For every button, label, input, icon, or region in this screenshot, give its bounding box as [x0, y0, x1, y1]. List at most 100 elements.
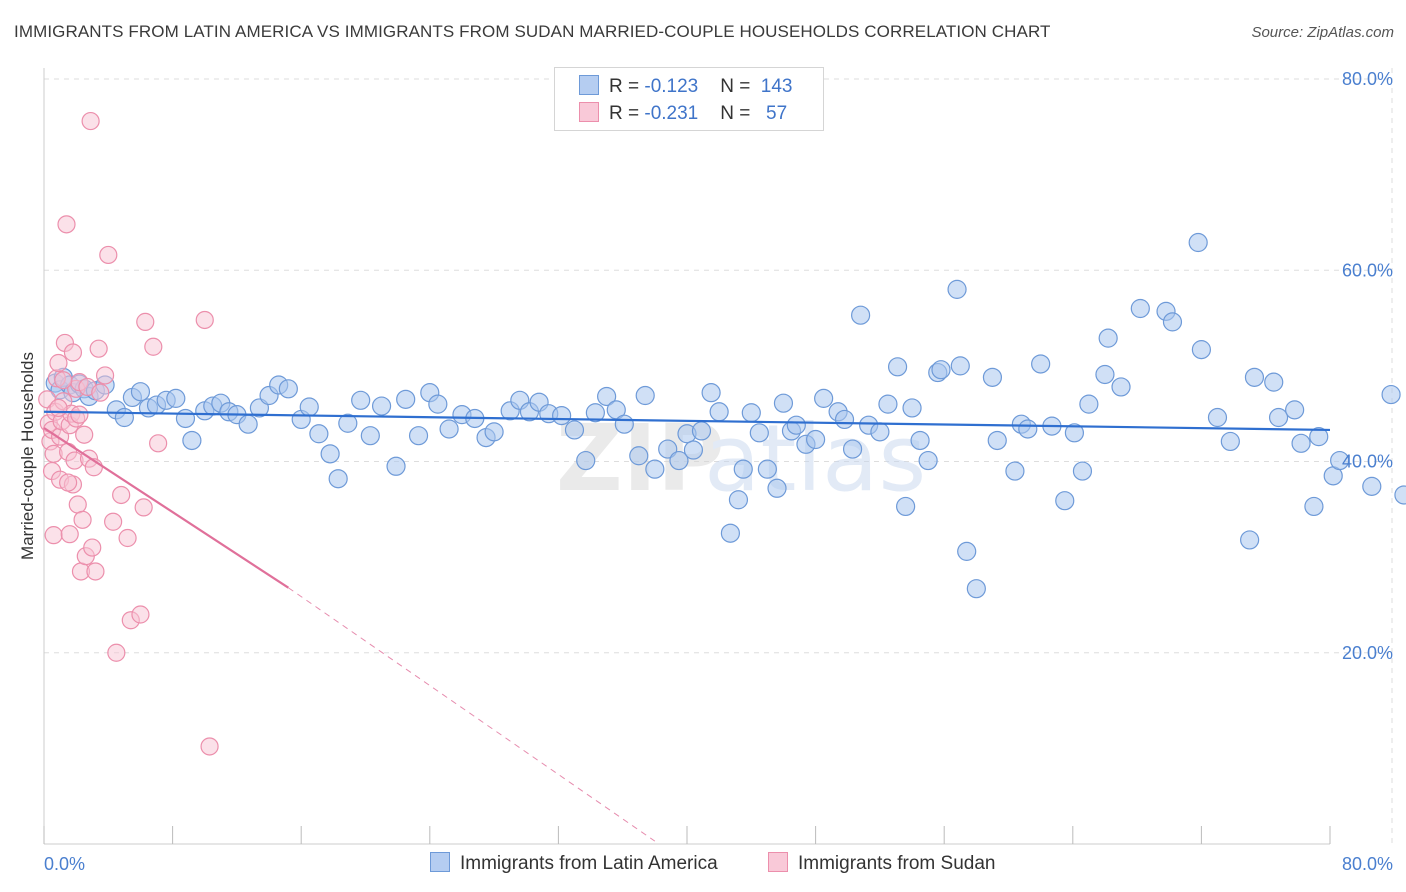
legend-swatch-latin [579, 75, 599, 95]
legend-row-sudan: R = -0.231 N = 57 [579, 102, 798, 126]
point-latin-america [947, 279, 967, 299]
point-latin-america [966, 579, 986, 599]
point-latin-america [238, 414, 258, 434]
point-sudan [89, 339, 108, 358]
point-sudan [149, 434, 168, 453]
x-tick-label: 80.0% [1342, 854, 1393, 874]
point-latin-america [691, 421, 712, 441]
x-tick-label: 0.0% [44, 854, 85, 874]
point-latin-america [741, 403, 761, 423]
point-latin-america [320, 444, 340, 464]
point-latin-america [814, 388, 834, 408]
point-latin-america [552, 406, 572, 426]
point-sudan [75, 425, 94, 444]
point-latin-america [1207, 407, 1228, 428]
point-latin-america [1264, 372, 1284, 392]
point-latin-america [1064, 423, 1085, 443]
point-latin-america [1304, 496, 1324, 517]
point-latin-america [360, 426, 380, 446]
legend-r-label: R = [609, 103, 645, 124]
point-sudan [83, 538, 102, 557]
legend-r-value: -0.123 [644, 76, 699, 97]
point-latin-america [175, 408, 196, 429]
point-latin-america [351, 390, 371, 410]
stats-legend: R = -0.123 N = 143 R = -0.231 N = 57 [554, 67, 824, 131]
point-latin-america [299, 397, 319, 417]
point-sudan [63, 343, 83, 362]
point-latin-america [130, 382, 151, 402]
point-latin-america [1055, 491, 1075, 511]
legend-label-sudan: Immigrants from Sudan [798, 853, 996, 874]
point-sudan [134, 498, 153, 517]
point-sudan [104, 512, 123, 531]
point-sudan [118, 528, 137, 548]
legend-swatch-sudan [768, 852, 788, 872]
point-sudan [144, 337, 163, 356]
series-legend: Immigrants from Latin America Immigrants… [0, 852, 1406, 880]
point-latin-america [428, 394, 448, 414]
point-sudan [54, 371, 73, 390]
point-sudan [107, 643, 126, 662]
point-sudan [95, 366, 115, 385]
point-latin-america [629, 446, 649, 466]
point-sudan [49, 398, 68, 418]
legend-item-latin: Immigrants from Latin America [430, 852, 718, 875]
point-sudan [200, 737, 219, 756]
point-latin-america [902, 398, 922, 418]
point-latin-america [396, 389, 416, 409]
point-latin-america [1394, 485, 1406, 505]
point-sudan [86, 562, 105, 581]
point-latin-america [931, 360, 951, 380]
point-latin-america [683, 440, 704, 460]
point-sudan [112, 485, 131, 505]
point-latin-america [720, 523, 741, 543]
point-latin-america [910, 430, 930, 451]
point-latin-america [887, 357, 908, 377]
point-sudan [60, 525, 79, 544]
point-latin-america [1018, 419, 1038, 439]
point-latin-america [896, 496, 916, 517]
point-latin-america [773, 393, 794, 413]
point-latin-america [1072, 461, 1093, 481]
point-latin-america [982, 367, 1003, 387]
point-latin-america [1330, 450, 1350, 471]
point-latin-america [957, 541, 977, 561]
point-latin-america [166, 388, 186, 408]
point-latin-america [597, 386, 617, 407]
point-latin-america [408, 426, 429, 446]
point-sudan [73, 510, 92, 529]
point-latin-america [1244, 367, 1265, 387]
point-latin-america [1285, 400, 1305, 420]
point-latin-america [1220, 431, 1240, 452]
point-latin-america [635, 385, 655, 406]
point-latin-america [767, 478, 787, 498]
point-latin-america [1362, 476, 1382, 496]
legend-item-sudan: Immigrants from Sudan [768, 852, 995, 875]
point-sudan [44, 526, 63, 545]
legend-swatch-latin [430, 852, 450, 872]
legend-label-latin: Immigrants from Latin America [460, 853, 718, 874]
point-sudan [81, 111, 100, 131]
point-latin-america [733, 459, 753, 479]
point-latin-america [987, 430, 1007, 451]
point-sudan [136, 312, 155, 331]
point-latin-america [328, 469, 348, 489]
point-sudan [57, 215, 76, 234]
y-tick-label: 60.0% [1342, 260, 1393, 280]
chart-title: IMMIGRANTS FROM LATIN AMERICA VS IMMIGRA… [14, 22, 1051, 41]
point-latin-america [278, 379, 298, 399]
point-latin-america [386, 456, 406, 476]
series-sudan [38, 111, 219, 756]
point-latin-america [709, 402, 729, 422]
point-latin-america [878, 394, 898, 414]
point-latin-america [576, 450, 596, 471]
point-latin-america [786, 415, 806, 435]
legend-n-value: 143 [760, 76, 793, 97]
tick-labels: 20.0% 40.0% 60.0% 80.0% 0.0% 80.0% Married-cou… [18, 69, 1393, 874]
legend-r-value: -0.231 [644, 103, 699, 124]
point-latin-america [585, 403, 605, 423]
point-latin-america [309, 424, 329, 444]
point-latin-america [842, 439, 863, 459]
y-axis-label: Married-couple Households [18, 352, 37, 560]
point-latin-america [564, 420, 585, 440]
